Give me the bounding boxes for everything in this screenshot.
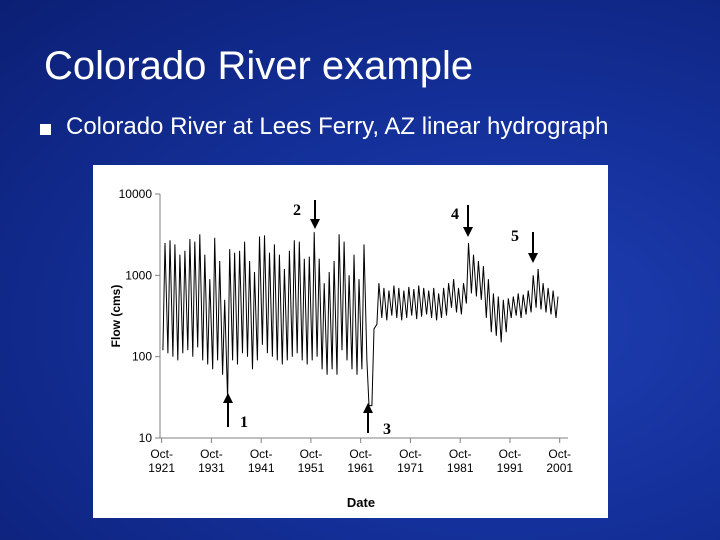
chart-background — [93, 165, 608, 518]
x-tick-label: Oct-1931 — [198, 447, 225, 475]
y-tick-label: 10000 — [119, 187, 153, 201]
arrowhead — [363, 403, 373, 413]
bullet-text: Colorado River at Lees Ferry, AZ linear … — [66, 113, 609, 140]
arrowhead — [528, 253, 538, 263]
slide-title: Colorado River example — [44, 44, 474, 88]
arrowhead — [463, 227, 473, 237]
x-tick-label: Oct-1921 — [148, 447, 175, 475]
annotation: 3 — [383, 421, 391, 438]
annotation: 1 — [240, 414, 248, 431]
y-tick-label: 10 — [139, 431, 153, 445]
annotation: 4 — [451, 206, 459, 223]
bullet-marker — [40, 124, 51, 135]
chart: Date Flow (cms) 1 2 3 4 5 10 100 1000 10000… — [93, 165, 608, 518]
x-tick-label: Oct-1981 — [447, 447, 474, 475]
annotation: 2 — [293, 202, 301, 219]
flow-line — [162, 232, 559, 407]
x-tick-label: Oct-2001 — [546, 447, 573, 475]
x-tick-label: Oct-1951 — [298, 447, 325, 475]
x-tick-label: Oct-1991 — [497, 447, 524, 475]
x-tick-label: Oct-1961 — [347, 447, 374, 475]
y-axis-label: Flow (cms) — [109, 285, 123, 348]
x-tick-label: Oct-1971 — [397, 447, 424, 475]
annotation: 5 — [511, 228, 519, 245]
x-tick-label: Oct-1941 — [248, 447, 275, 475]
arrowhead — [310, 219, 320, 229]
x-axis-label: Date — [347, 495, 375, 510]
y-tick-label: 100 — [132, 350, 152, 364]
annotations — [223, 200, 538, 433]
y-tick-label: 1000 — [125, 268, 152, 282]
